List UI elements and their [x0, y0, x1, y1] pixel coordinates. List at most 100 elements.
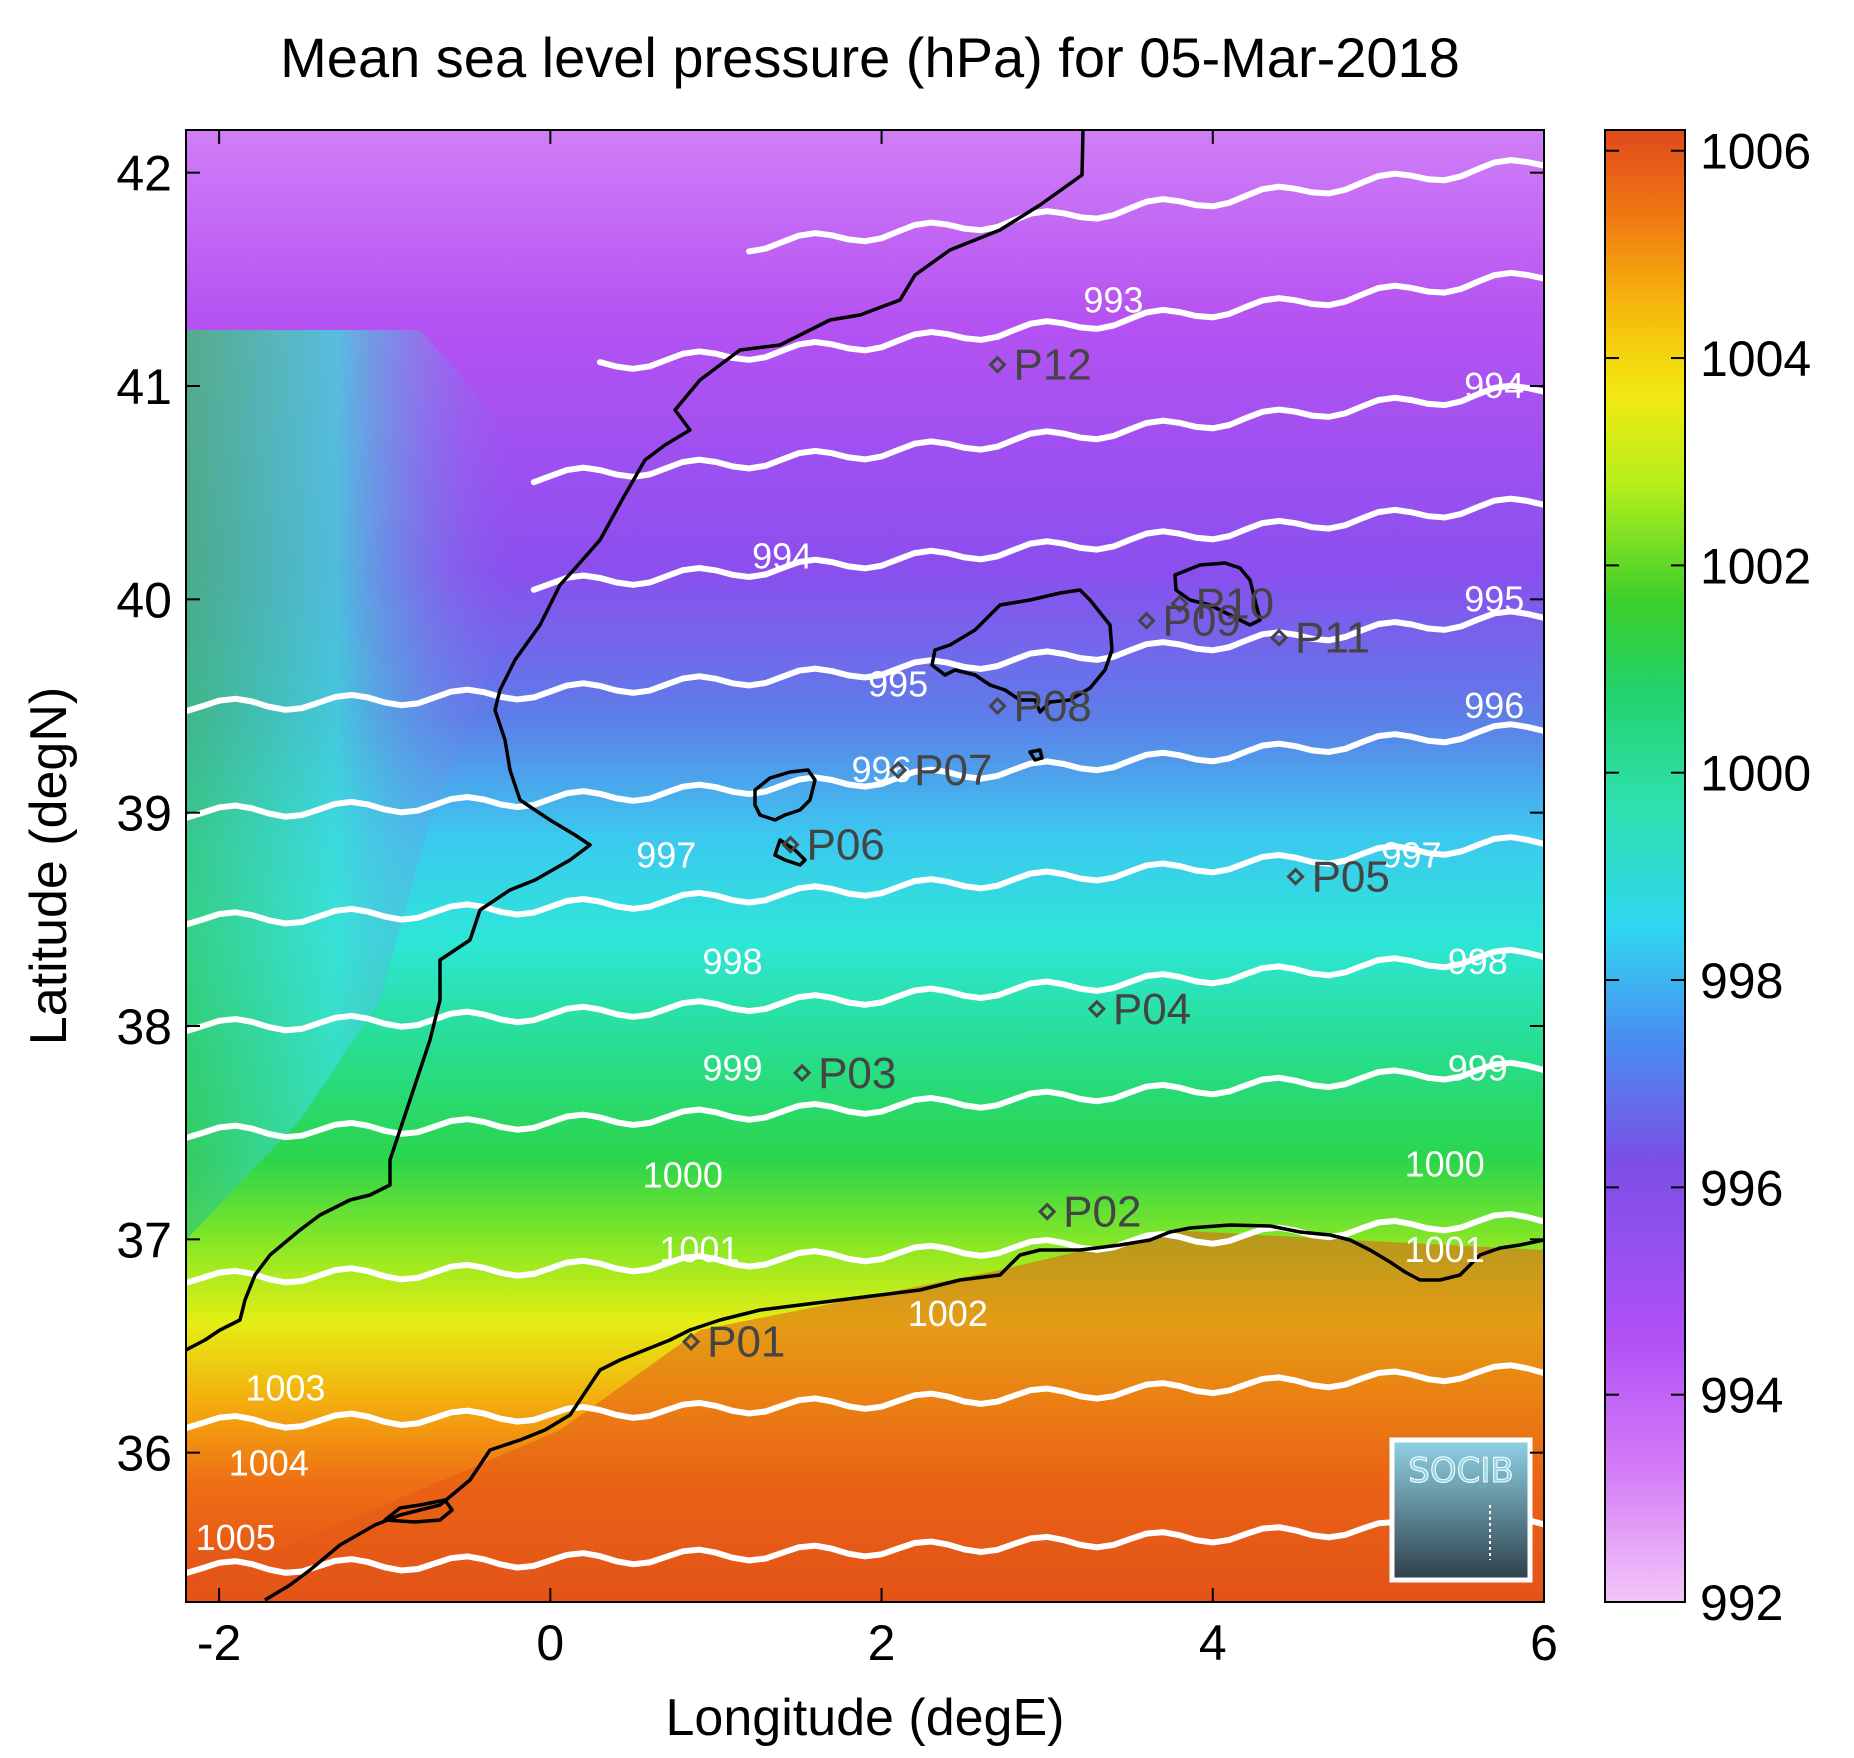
colorbar-ticks: 992 994 996 998 1000 1002 1004 1006 [1605, 124, 1811, 1631]
isobar-label: 1003 [245, 1368, 325, 1409]
isobar-label: 999 [702, 1048, 762, 1089]
station-marker [1170, 594, 1189, 613]
isobar-line [186, 608, 1544, 715]
isobar-line [530, 382, 1544, 486]
socib-logo: SOCIB [1389, 1437, 1533, 1583]
isobar-lines [186, 156, 1544, 1577]
station-marker [1087, 999, 1106, 1019]
station-marker [1137, 611, 1156, 630]
x-tick-label: 2 [868, 1615, 896, 1671]
isobar-label: 994 [752, 536, 812, 577]
isobar-line [186, 1210, 1544, 1286]
isobar-line [530, 495, 1544, 593]
isobar-label: 997 [1381, 834, 1441, 875]
isobar-line [597, 269, 1544, 372]
station-label: P06 [806, 821, 884, 870]
station-label: P11 [1295, 614, 1370, 663]
station-marker [988, 696, 1007, 716]
station-label: P01 [707, 1318, 785, 1367]
station-marker [781, 835, 800, 854]
isobar-label: 1000 [1405, 1144, 1485, 1185]
isobar-labels: 993 994 994 995 995 996 996 997 997 998 998 999 999 1… [196, 280, 1525, 1558]
x-axis-ticks: -2 0 2 4 6 [197, 130, 1558, 1671]
isobar-line [186, 946, 1544, 1035]
island-cabrera [1028, 748, 1044, 762]
station-label: P03 [818, 1049, 896, 1098]
isobar-label: 998 [1448, 941, 1508, 982]
y-tick-label: 40 [116, 572, 172, 628]
island-formentera [773, 838, 807, 867]
isobar-line [186, 1059, 1544, 1141]
isobar-label: 995 [868, 664, 928, 705]
island-menorca [1173, 561, 1262, 627]
station-marker [792, 1063, 812, 1083]
isobar-label: 997 [636, 834, 696, 875]
colorbar-tick-label: 992 [1700, 1575, 1783, 1631]
colorbar-tick-label: 996 [1700, 1160, 1783, 1216]
isobar-label: 994 [1464, 365, 1524, 406]
station-label: P12 [1013, 341, 1091, 390]
station-marker [1269, 628, 1289, 647]
isobar-line [186, 1513, 1544, 1577]
y-tick-label: 36 [116, 1426, 172, 1482]
isobar-label: 998 [702, 941, 762, 982]
x-tick-label: 0 [536, 1615, 564, 1671]
colorbar: 992 994 996 998 1000 1002 1004 1006 [1604, 124, 1811, 1631]
y-tick-label: 37 [116, 1212, 172, 1268]
station-label: P08 [1013, 682, 1091, 731]
isobar-label: 1005 [196, 1517, 276, 1558]
y-axis-ticks: 36 37 38 39 40 41 42 [116, 146, 1544, 1482]
x-tick-label: 6 [1530, 1615, 1558, 1671]
station-marker [889, 760, 908, 780]
coastline [186, 130, 1544, 1602]
station-label: P07 [914, 746, 992, 795]
isobar-label: 1001 [659, 1229, 739, 1270]
x-axis-label: Longitude (degE) [666, 1689, 1065, 1747]
station-label: P05 [1312, 853, 1390, 902]
station-label: P02 [1063, 1188, 1141, 1237]
plot-frame [185, 129, 1545, 1603]
isobar-label: 993 [1083, 280, 1143, 321]
africa-coastline [264, 1223, 1544, 1602]
africa-land-shading [186, 1230, 1544, 1602]
station-marker [1286, 867, 1305, 886]
isobar-label: 999 [1448, 1048, 1508, 1089]
colorbar-tick-label: 1002 [1700, 538, 1811, 594]
plot-area: 993 994 994 995 995 996 996 997 997 998 998 999 999 1… [186, 130, 1544, 1602]
station-label: P10 [1196, 580, 1274, 629]
isobar-label: 996 [1464, 685, 1524, 726]
station-label: P04 [1113, 985, 1191, 1034]
colorbar-tick-label: 994 [1700, 1368, 1783, 1424]
x-tick-label: -2 [197, 1615, 241, 1671]
y-tick-label: 39 [116, 786, 172, 842]
isobar-line [186, 834, 1544, 928]
isobar-line [746, 156, 1544, 255]
colorbar-tick-label: 998 [1700, 953, 1783, 1009]
island-ibiza [753, 768, 817, 822]
isobar-label: 1002 [908, 1293, 988, 1334]
island-mallorca [930, 588, 1114, 714]
isobar-label: 1004 [229, 1442, 309, 1483]
y-tick-label: 41 [116, 359, 172, 415]
socib-logo-frame [1389, 1437, 1533, 1583]
colorbar-tick-label: 1000 [1700, 746, 1811, 802]
isobar-label: 1000 [643, 1154, 723, 1195]
socib-logo-text: SOCIB [1408, 1451, 1513, 1491]
isobar-line [186, 721, 1544, 821]
station-marker [1038, 1202, 1057, 1221]
y-tick-label: 38 [116, 999, 172, 1055]
station-marker [681, 1332, 701, 1351]
iberia-land-shading [186, 330, 520, 1240]
island-alboran [383, 1498, 454, 1524]
chart-title: Mean sea level pressure (hPa) for 05-Mar… [280, 26, 1460, 89]
isobar-label: 996 [852, 749, 912, 790]
spain-coastline [186, 130, 1085, 1352]
colorbar-tick-label: 1006 [1700, 124, 1811, 180]
y-tick-label: 42 [116, 146, 172, 202]
isobar-line [186, 1362, 1544, 1431]
station-marker [988, 355, 1007, 374]
y-axis-label: Latitude (degN) [20, 687, 78, 1045]
colorbar-tick-label: 1004 [1700, 331, 1811, 387]
